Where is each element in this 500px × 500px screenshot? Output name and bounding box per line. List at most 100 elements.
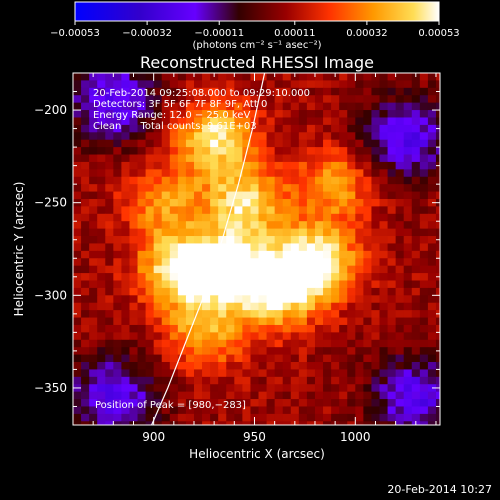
- heatmap-cell: [298, 73, 308, 81]
- heatmap-cell: [97, 362, 106, 370]
- heatmap-cell: [306, 161, 316, 170]
- heatmap-cell: [250, 287, 260, 296]
- heatmap-cell: [97, 184, 106, 193]
- heatmap-cell: [145, 406, 155, 415]
- heatmap-cell: [193, 73, 203, 81]
- heatmap-cell: [145, 206, 155, 215]
- heatmap-cell: [89, 124, 98, 133]
- heatmap-cell: [323, 184, 332, 193]
- heatmap-cell: [97, 73, 106, 81]
- heatmap-cell: [250, 406, 260, 415]
- heatmap-cell: [177, 413, 187, 422]
- heatmap-cell: [427, 258, 437, 267]
- heatmap-cell: [282, 147, 292, 156]
- heatmap-cell: [363, 369, 372, 378]
- heatmap-cell: [161, 295, 171, 304]
- heatmap-cell: [81, 376, 90, 385]
- heatmap-cell: [105, 236, 114, 244]
- heatmap-cell: [403, 132, 413, 141]
- heatmap-cell: [266, 399, 276, 407]
- heatmap-cell: [290, 354, 300, 363]
- heatmap-cell: [234, 413, 243, 422]
- heatmap-cell: [161, 362, 171, 370]
- heatmap-cell: [339, 73, 348, 81]
- heatmap-cell: [363, 132, 372, 141]
- heatmap-cell: [379, 339, 389, 348]
- heatmap-cell: [298, 273, 308, 281]
- heatmap-cell: [193, 310, 203, 319]
- heatmap-cell: [137, 236, 147, 244]
- heatmap-cell: [226, 80, 235, 89]
- heatmap-cell: [419, 258, 429, 267]
- heatmap-cell: [323, 110, 332, 118]
- heatmap-cell: [355, 354, 364, 363]
- heatmap-cell: [282, 110, 292, 118]
- heatmap-cell: [169, 236, 179, 244]
- heatmap-cell: [177, 391, 187, 400]
- heatmap-cell: [411, 376, 421, 385]
- heatmap-cell: [266, 287, 276, 296]
- heatmap-cell: [113, 176, 122, 185]
- heatmap-cell: [371, 147, 381, 156]
- heatmap-cell: [427, 317, 437, 326]
- heatmap-cell: [427, 421, 437, 425]
- heatmap-cell: [403, 124, 413, 133]
- heatmap-cell: [395, 391, 405, 400]
- heatmap-cell: [250, 236, 260, 244]
- heatmap-cell: [274, 362, 284, 370]
- heatmap-cell: [274, 184, 284, 193]
- heatmap-cell: [419, 176, 429, 185]
- heatmap-cell: [226, 384, 235, 393]
- heatmap-cell: [331, 184, 340, 193]
- heatmap-cell: [169, 184, 179, 193]
- heatmap-cell: [403, 191, 413, 200]
- heatmap-cell: [355, 265, 364, 274]
- heatmap-cell: [331, 228, 340, 237]
- heatmap-cell: [153, 250, 163, 259]
- heatmap-cell: [97, 287, 106, 296]
- heatmap-cell: [121, 87, 130, 96]
- heatmap-cell: [169, 139, 179, 148]
- heatmap-cell: [363, 198, 372, 207]
- heatmap-cell: [379, 206, 389, 215]
- heatmap-cell: [121, 139, 130, 148]
- heatmap-cell: [395, 302, 405, 311]
- heatmap-cell: [266, 295, 276, 304]
- heatmap-cell: [419, 302, 429, 311]
- heatmap-cell: [153, 73, 163, 81]
- heatmap-cell: [73, 206, 82, 215]
- heatmap-cell: [113, 243, 122, 252]
- heatmap-cell: [306, 413, 316, 422]
- heatmap-cell: [411, 176, 421, 185]
- heatmap-cell: [355, 95, 364, 104]
- heatmap-cell: [395, 354, 405, 363]
- heatmap-cell: [73, 132, 82, 141]
- heatmap-cell: [153, 273, 163, 281]
- heatmap-cell: [331, 206, 340, 215]
- heatmap-cell: [185, 139, 195, 148]
- heatmap-cell: [419, 147, 429, 156]
- heatmap-cell: [177, 169, 187, 178]
- heatmap-cell: [395, 154, 405, 163]
- heatmap-cell: [97, 347, 106, 356]
- heatmap-cell: [331, 332, 340, 341]
- heatmap-cell: [242, 302, 251, 311]
- heatmap-cell: [226, 324, 235, 333]
- heatmap-cell: [193, 228, 203, 237]
- heatmap-cell: [298, 228, 308, 237]
- heatmap-cell: [314, 154, 324, 163]
- heatmap-cell: [387, 295, 397, 304]
- heatmap-cell: [137, 362, 147, 370]
- heatmap-cell: [298, 406, 308, 415]
- heatmap-cell: [202, 310, 211, 319]
- heatmap-cell: [161, 287, 171, 296]
- heatmap-cell: [137, 332, 147, 341]
- heatmap-cell: [355, 384, 364, 393]
- heatmap-cell: [218, 124, 227, 133]
- heatmap-cell: [363, 421, 372, 425]
- heatmap-cell: [129, 265, 139, 274]
- heatmap-cell: [411, 384, 421, 393]
- heatmap-cell: [266, 154, 276, 163]
- heatmap-cell: [202, 198, 211, 207]
- heatmap-cell: [89, 258, 98, 267]
